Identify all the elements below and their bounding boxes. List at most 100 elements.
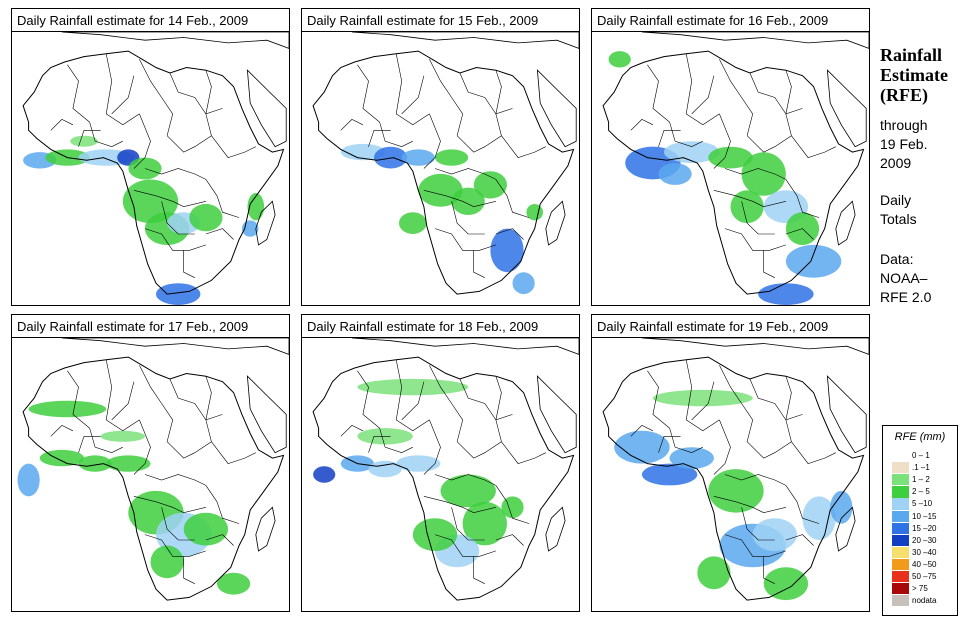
rainfall-cell: [697, 556, 731, 590]
source-line: RFE 2.0: [880, 289, 932, 305]
country-border: [434, 474, 497, 486]
rainfall-cell: [614, 430, 670, 464]
country-border: [205, 534, 234, 546]
country-border: [791, 441, 836, 464]
rainfall-cell: [357, 378, 469, 396]
country-border: [434, 168, 497, 180]
country-border: [495, 376, 502, 442]
rainfall-cell: [708, 469, 764, 513]
country-border: [451, 201, 485, 235]
country-border: [434, 534, 496, 557]
country-border: [791, 135, 836, 158]
rainfall-cell: [401, 149, 435, 166]
country-border: [669, 428, 703, 454]
arabia-coastline: [536, 375, 577, 454]
country-border: [785, 534, 814, 546]
country-border: [785, 179, 820, 218]
country-border: [647, 370, 670, 429]
country-border: [205, 485, 240, 524]
rainfall-cell: [399, 212, 427, 235]
rainfall-cell: [785, 244, 842, 278]
panel-title: Daily Rainfall estimate for 18 Feb., 200…: [302, 315, 579, 338]
rainfall-cell: [217, 572, 251, 595]
legend-item: 10 –15: [892, 510, 954, 522]
country-border: [183, 556, 195, 584]
africa-coastline: [602, 356, 865, 601]
africa-coastline: [22, 356, 285, 601]
country-border: [169, 378, 223, 421]
legend-label: 1 – 2: [912, 475, 930, 485]
country-border: [459, 72, 513, 115]
source-line: NOAA–: [880, 270, 928, 286]
rainfall-cell: [100, 430, 145, 442]
rainfall-map: [12, 338, 289, 611]
country-border: [133, 496, 206, 514]
totals-label: Totals: [880, 211, 917, 227]
country-border: [423, 419, 441, 475]
country-border: [211, 135, 256, 158]
country-border: [368, 436, 391, 453]
country-border: [50, 119, 74, 131]
country-border: [133, 190, 206, 208]
country-border: [105, 359, 140, 432]
map-panel-16-feb: Daily Rainfall estimate for 16 Feb., 200…: [591, 8, 870, 306]
country-border: [495, 179, 530, 218]
map-panel-18-feb: Daily Rainfall estimate for 18 Feb., 200…: [301, 314, 580, 612]
date-line: 19 Feb.: [880, 136, 928, 152]
rainfall-cell: [758, 283, 814, 305]
rainfall-cell: [512, 272, 535, 295]
country-border: [647, 64, 670, 123]
country-border: [495, 485, 530, 524]
legend-label: 5 –10: [912, 499, 933, 509]
country-border: [205, 376, 212, 442]
rainfall-cell: [802, 496, 836, 540]
africa-coastline: [312, 50, 575, 295]
map-panel-14-feb: Daily Rainfall estimate for 14 Feb., 200…: [11, 8, 290, 306]
legend-swatch: [892, 486, 909, 498]
daily-totals: Daily Totals: [880, 191, 917, 229]
rainfall-cell: [156, 283, 201, 305]
madagascar-coastline: [545, 506, 566, 552]
country-border: [166, 441, 212, 459]
africa-map-svg: [17, 338, 289, 601]
rainfall-cell: [247, 193, 265, 221]
madagascar-coastline: [545, 200, 566, 246]
country-border: [340, 119, 364, 131]
country-border: [395, 359, 430, 432]
country-border: [741, 201, 775, 235]
arabia-coastline: [246, 69, 287, 148]
country-border: [713, 190, 786, 208]
country-border: [763, 250, 775, 278]
country-border: [456, 441, 502, 459]
rainfall-cell: [106, 455, 151, 472]
country-border: [746, 135, 792, 153]
country-border: [434, 228, 496, 251]
legend-swatch: [892, 510, 909, 522]
country-border: [669, 122, 703, 148]
rainfall-cell: [313, 466, 336, 483]
africa-coastline: [312, 356, 575, 601]
country-border: [763, 556, 775, 584]
country-border: [211, 441, 256, 464]
legend-swatch: [892, 595, 909, 607]
country-border: [133, 419, 151, 475]
rainfall-map: [12, 32, 289, 305]
rainfall-cell: [526, 204, 543, 221]
rainfall-cell: [641, 463, 698, 486]
africa-map-svg: [312, 338, 579, 601]
rainfall-cell: [78, 455, 112, 472]
country-border: [144, 534, 206, 557]
europe-coast: [61, 32, 289, 49]
rainfall-cell: [150, 545, 184, 579]
country-border: [658, 130, 681, 147]
rainfall-cell: [473, 171, 507, 199]
legend-label: 2 – 5: [912, 487, 930, 497]
country-border: [144, 168, 207, 180]
arabia-coastline: [826, 69, 867, 148]
country-border: [161, 507, 195, 541]
country-border: [423, 190, 496, 208]
rainfall-field: [340, 143, 543, 295]
rainfall-cell: [412, 518, 458, 551]
legend-item: 0 – 1: [892, 450, 954, 462]
legend-swatch: [892, 462, 909, 474]
